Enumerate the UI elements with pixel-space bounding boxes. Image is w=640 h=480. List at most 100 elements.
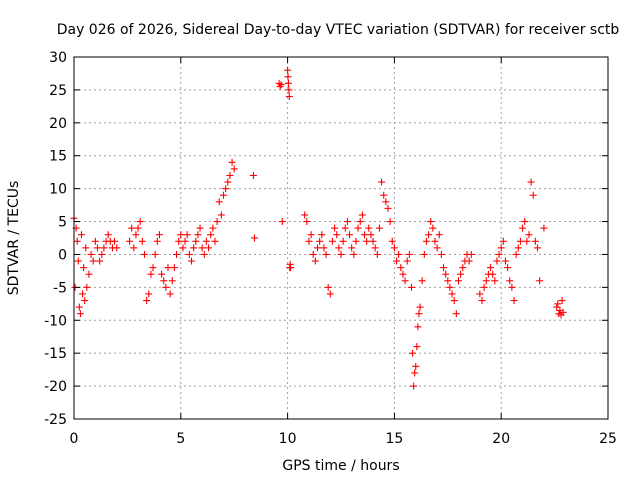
chart: 0 5 10 15 20 25 -25-20-15-10-5051015202530 Da…: [0, 0, 640, 480]
data-point: [434, 244, 441, 251]
data-point: [378, 179, 385, 186]
data-point: [250, 172, 257, 179]
data-point: [372, 244, 379, 251]
data-point: [429, 225, 436, 232]
data-point: [530, 192, 537, 199]
data-point: [374, 251, 381, 258]
data-point: [130, 244, 137, 251]
data-point: [459, 264, 466, 271]
data-point: [502, 258, 509, 265]
data-point: [286, 93, 293, 100]
data-point: [287, 264, 294, 271]
data-point: [147, 271, 154, 278]
data-point: [197, 225, 204, 232]
data-point: [421, 251, 428, 258]
data-point: [493, 258, 500, 265]
data-point: [303, 218, 310, 225]
data-point: [444, 277, 451, 284]
data-point: [536, 277, 543, 284]
x-tick-label: 10: [279, 431, 297, 447]
data-point: [152, 251, 159, 258]
data-point: [169, 277, 176, 284]
data-point: [414, 323, 421, 330]
data-point: [314, 244, 321, 251]
data-point: [331, 225, 338, 232]
data-point: [553, 304, 560, 311]
data-point: [417, 304, 424, 311]
data-point: [301, 211, 308, 218]
data-point: [96, 258, 103, 265]
data-point: [532, 238, 539, 245]
data-point: [216, 198, 223, 205]
data-point: [160, 277, 167, 284]
data-point: [90, 258, 97, 265]
data-point: [88, 251, 95, 258]
data-point: [346, 231, 353, 238]
data-point: [222, 185, 229, 192]
data-point: [224, 179, 231, 186]
data-point: [94, 244, 101, 251]
data-point: [457, 271, 464, 278]
data-point: [409, 350, 416, 357]
data-point: [350, 251, 357, 258]
data-point: [355, 225, 362, 232]
data-point: [338, 251, 345, 258]
data-point: [323, 251, 330, 258]
data-point: [489, 271, 496, 278]
data-point: [226, 172, 233, 179]
x-tick-label: 25: [599, 431, 617, 447]
plot-frame: [74, 57, 608, 419]
data-point: [481, 284, 488, 291]
data-point: [395, 251, 402, 258]
x-tick-label: 0: [70, 431, 79, 447]
data-point: [285, 73, 292, 80]
data-point: [519, 225, 526, 232]
x-axis-label: GPS time / hours: [282, 458, 399, 474]
data-point: [325, 284, 332, 291]
data-point: [171, 264, 178, 271]
data-point: [391, 244, 398, 251]
data-point: [251, 235, 258, 242]
data-point: [348, 244, 355, 251]
data-point: [387, 218, 394, 225]
x-tick-label: 5: [176, 431, 185, 447]
data-point: [229, 159, 236, 166]
data-point: [203, 238, 210, 245]
y-tick-label: 30: [49, 50, 67, 66]
data-point: [167, 290, 174, 297]
data-point: [438, 251, 445, 258]
y-tick-label: 5: [58, 215, 67, 231]
data-point: [82, 244, 89, 251]
data-point: [182, 238, 189, 245]
data-point: [75, 258, 82, 265]
data-point: [279, 218, 286, 225]
data-point: [335, 244, 342, 251]
data-point: [164, 264, 171, 271]
data-point: [305, 238, 312, 245]
data-point: [128, 225, 135, 232]
data-point: [406, 251, 413, 258]
data-point: [440, 264, 447, 271]
data-point: [427, 218, 434, 225]
data-point: [173, 251, 180, 258]
x-tick-labels: 0 5 10 15 20 25: [70, 431, 617, 447]
data-point: [370, 238, 377, 245]
data-point: [352, 238, 359, 245]
data-point: [318, 231, 325, 238]
data-point: [186, 251, 193, 258]
data-point: [78, 231, 85, 238]
data-point: [316, 238, 323, 245]
data-point: [525, 231, 532, 238]
data-point: [105, 231, 112, 238]
data-point: [333, 231, 340, 238]
data-point: [231, 165, 238, 172]
data-point: [74, 238, 81, 245]
data-point: [137, 218, 144, 225]
data-point: [540, 225, 547, 232]
data-point: [491, 277, 498, 284]
data-point: [504, 264, 511, 271]
data-point: [365, 225, 372, 232]
data-point: [359, 211, 366, 218]
data-point: [207, 231, 214, 238]
data-point: [408, 284, 415, 291]
